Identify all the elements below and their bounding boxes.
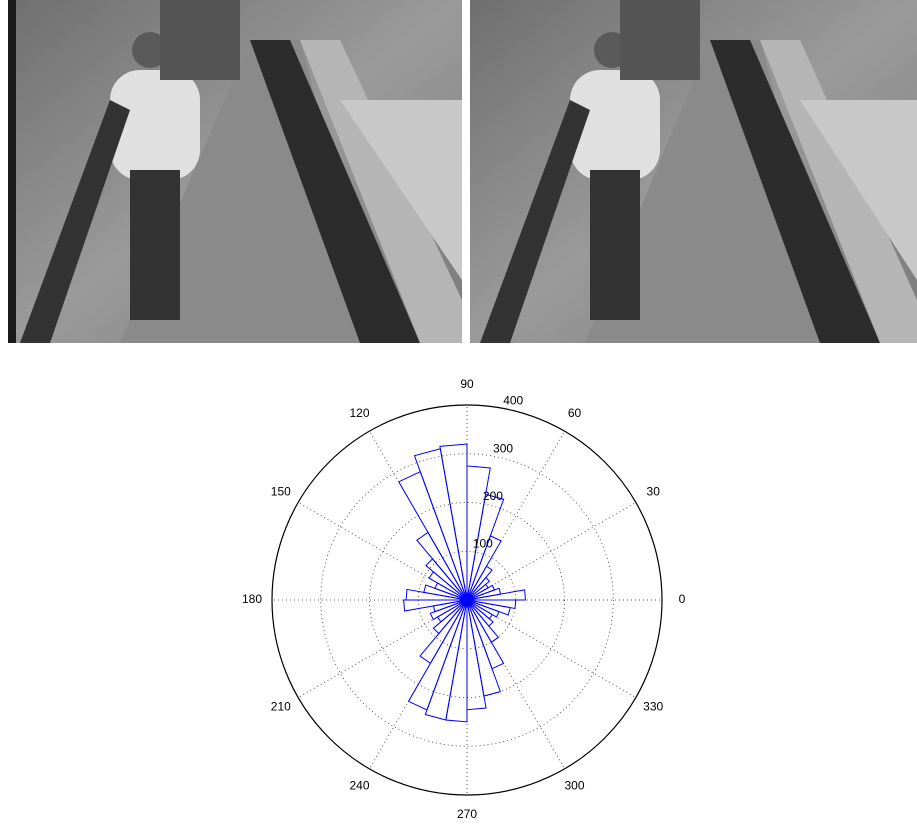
- angle-label: 90: [460, 377, 474, 391]
- radius-label: 100: [473, 537, 493, 551]
- angle-label: 120: [349, 406, 369, 420]
- angle-label: 0: [679, 592, 686, 606]
- grid-spoke: [466, 502, 637, 601]
- angle-label: 210: [271, 700, 291, 714]
- angle-label: 300: [564, 778, 584, 792]
- angle-label: 270: [457, 807, 477, 821]
- rose-wedge: [466, 599, 517, 610]
- photo-right: [470, 0, 917, 343]
- outer-circle: [271, 404, 663, 796]
- angle-label: 330: [643, 700, 663, 714]
- radius-label: 300: [493, 441, 513, 455]
- rose-wedge: [428, 571, 468, 601]
- angle-label: 240: [349, 778, 369, 792]
- photo-left: [8, 0, 462, 343]
- rose-wedge: [419, 599, 468, 665]
- angle-label: 60: [568, 406, 582, 420]
- angle-label: 30: [647, 485, 661, 499]
- radius-label: 200: [483, 489, 503, 503]
- angle-label: 180: [242, 592, 262, 606]
- angle-label: 150: [271, 485, 291, 499]
- radius-label: 400: [503, 394, 523, 408]
